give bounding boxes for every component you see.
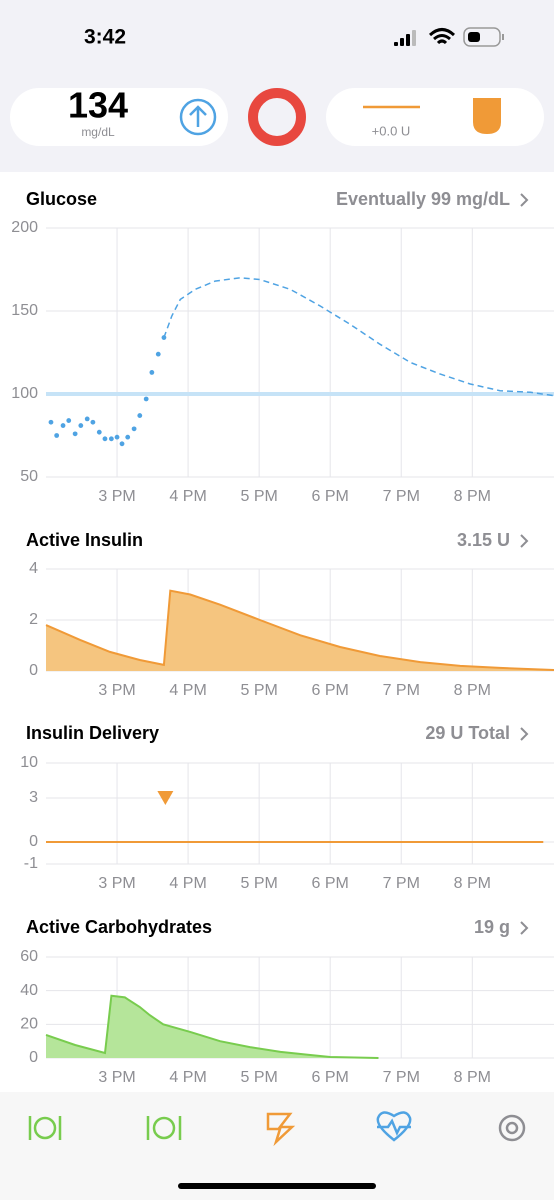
chart-summary: 19 g — [474, 917, 510, 937]
x-tick-label: 5 PM — [240, 682, 277, 699]
x-tick-label: 6 PM — [312, 488, 349, 505]
x-tick-label: 3 PM — [98, 875, 135, 892]
y-tick-label: 0 — [29, 662, 38, 679]
y-tick-label: 40 — [20, 982, 38, 999]
y-tick-label: 3 — [29, 789, 38, 806]
y-tick-label: 60 — [20, 948, 38, 965]
y-tick-label: 10 — [20, 754, 38, 771]
pump-icon — [473, 98, 501, 134]
health-tab[interactable] — [376, 1111, 412, 1142]
glucose-point — [131, 426, 137, 432]
home-indicator — [178, 1183, 376, 1189]
glucose-point — [114, 434, 120, 440]
chart-title: Glucose — [26, 189, 97, 209]
x-tick-label: 8 PM — [454, 875, 491, 892]
x-tick-label: 6 PM — [312, 875, 349, 892]
x-tick-label: 5 PM — [240, 488, 277, 505]
insulin-tab[interactable] — [266, 1112, 296, 1147]
y-tick-label: 2 — [29, 611, 38, 628]
status-icons — [394, 27, 504, 47]
x-tick-label: 3 PM — [98, 682, 135, 699]
x-tick-label: 4 PM — [169, 875, 206, 892]
chart-summary: Eventually 99 mg/dL — [336, 189, 510, 209]
x-tick-label: 3 PM — [98, 1069, 135, 1086]
y-tick-label: 100 — [11, 385, 38, 402]
chevron — [520, 534, 529, 548]
loop-status[interactable] — [248, 88, 306, 146]
glucose-point — [78, 423, 84, 428]
glucose-point — [84, 416, 90, 422]
glucose-point — [125, 434, 131, 440]
glucose-point — [66, 418, 72, 423]
x-tick-label: 3 PM — [98, 488, 135, 505]
x-tick-label: 4 PM — [169, 488, 206, 505]
y-tick-label: 20 — [20, 1016, 38, 1033]
y-tick-label: 4 — [29, 560, 38, 577]
carb-tab[interactable] — [28, 1116, 62, 1140]
glucose-point — [143, 396, 149, 402]
chart-title: Active Insulin — [26, 530, 143, 550]
basal-rate: +0.0 U — [372, 123, 411, 138]
area — [46, 995, 379, 1058]
x-tick-label: 7 PM — [383, 488, 420, 505]
x-tick-label: 6 PM — [312, 1069, 349, 1086]
area-line — [45, 994, 379, 1059]
settings-tab[interactable] — [498, 1114, 526, 1142]
glucose-unit: mg/dL — [81, 125, 115, 139]
glucose-pill[interactable] — [10, 88, 228, 146]
bolus-marker — [157, 791, 174, 805]
glucose-point — [72, 431, 78, 437]
glucose-point — [149, 370, 155, 375]
x-tick-label: 5 PM — [240, 1069, 277, 1086]
chevron — [520, 193, 529, 207]
x-tick-label: 8 PM — [454, 682, 491, 699]
x-tick-label: 8 PM — [454, 1069, 491, 1086]
clock: 3:42 — [84, 26, 126, 49]
glucose-value: 134 — [68, 85, 128, 126]
y-tick-label: 200 — [11, 219, 38, 236]
y-tick-label: 150 — [11, 302, 38, 319]
chevron — [520, 921, 529, 935]
chart-summary: 29 U Total — [425, 723, 510, 743]
glucose-point — [48, 419, 54, 425]
glucose-point — [137, 413, 143, 418]
x-tick-label: 8 PM — [454, 488, 491, 505]
glucose-point — [90, 419, 96, 425]
x-tick-label: 5 PM — [240, 875, 277, 892]
x-tick-label: 7 PM — [383, 1069, 420, 1086]
glucose-point — [54, 433, 60, 438]
glucose-point — [102, 436, 108, 442]
y-tick-label: 0 — [29, 1049, 38, 1066]
pump-pill[interactable] — [326, 88, 544, 146]
area-line — [45, 589, 554, 671]
glucose-point — [155, 351, 161, 357]
trend-arrow — [179, 98, 217, 136]
x-tick-label: 7 PM — [383, 682, 420, 699]
target-range — [46, 392, 554, 396]
y-tick-label: -1 — [24, 855, 38, 872]
x-tick-label: 6 PM — [312, 682, 349, 699]
glucose-point — [96, 429, 102, 435]
glucose-point — [108, 436, 114, 442]
x-tick-label: 4 PM — [169, 1069, 206, 1086]
chart-title: Insulin Delivery — [26, 723, 159, 743]
chart-summary: 3.15 U — [457, 530, 510, 550]
x-tick-label: 4 PM — [169, 682, 206, 699]
y-tick-label: 0 — [29, 833, 38, 850]
glucose-point — [119, 441, 125, 447]
x-tick-label: 7 PM — [383, 875, 420, 892]
chevron — [520, 727, 529, 741]
chart-title: Active Carbohydrates — [26, 917, 212, 937]
tab-bar — [0, 1092, 554, 1200]
prediction-line — [163, 277, 554, 397]
glucose-point — [60, 423, 66, 428]
y-tick-label: 50 — [20, 468, 38, 485]
area — [46, 590, 554, 671]
bolus-tab[interactable] — [146, 1116, 182, 1140]
